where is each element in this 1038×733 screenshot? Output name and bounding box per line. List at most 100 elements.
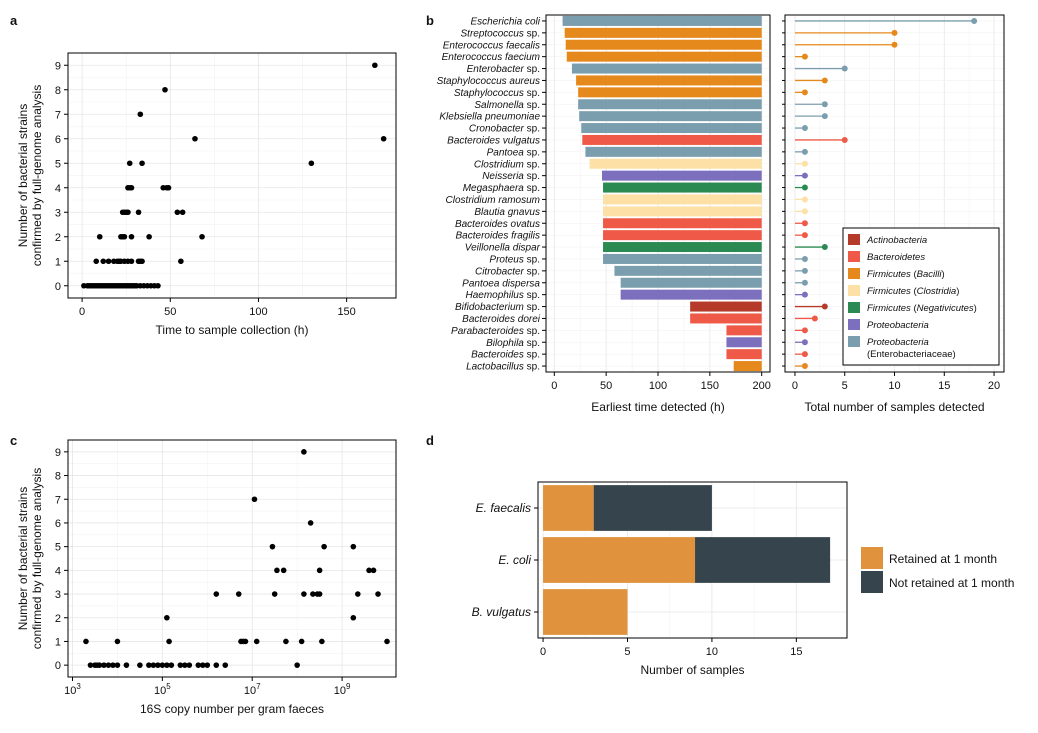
data-point [199, 233, 205, 240]
species-name-italic: Klebsiella pneumoniae [439, 112, 540, 123]
legend-entry: Proteobacteria [867, 320, 929, 331]
data-point [308, 160, 315, 167]
legend-swatch [848, 234, 860, 245]
species-name-suffix: sp. [524, 124, 540, 135]
x-tick-label: 0 [540, 646, 546, 658]
species-name-italic: Pantoea dispersa [462, 278, 540, 289]
y-axis-title-line2: confirmed by full-genome analysis [30, 468, 44, 649]
species-name-suffix: sp. [524, 100, 540, 111]
legend-swatch [861, 547, 883, 569]
bar-staphylococcus-sp- [578, 87, 762, 98]
y-tick-label: 8 [55, 85, 61, 97]
bar-enterococcus-faecalis [565, 39, 762, 50]
species-label: Salmonella sp. [474, 100, 540, 111]
bar-bacteroides-dorei [690, 313, 762, 324]
data-point [182, 662, 188, 668]
lollipop-head [801, 339, 808, 346]
x-tick-label: 150 [701, 380, 719, 392]
species-label: Enterococcus faecium [442, 52, 540, 63]
y-tick-label: 3 [55, 589, 61, 601]
species-name-suffix: sp. [524, 350, 540, 361]
species-label: Bacteroides vulgatus [447, 135, 540, 146]
species-name-italic: Salmonella [474, 100, 524, 111]
bar-segment-not-retained-at-1-month [593, 485, 712, 531]
lollipop-head [891, 29, 898, 36]
data-point [105, 662, 112, 668]
x-axis-title: Earliest time detected (h) [591, 400, 724, 414]
legend-swatch [848, 319, 860, 330]
bar-segment-retained-at-1-month [543, 485, 594, 531]
species-label: Haemophilus sp. [466, 290, 541, 301]
species-name-italic: Bacteroides vulgatus [447, 135, 540, 146]
data-point [307, 520, 314, 526]
data-point [139, 258, 145, 265]
x-tick-label: 5 [624, 646, 630, 658]
data-point [269, 543, 276, 550]
lollipop-head [801, 267, 808, 274]
species-label: Clostridium ramosum [446, 195, 540, 206]
lollipop-head [801, 196, 808, 203]
species-name-italic: Pantoea [487, 147, 525, 158]
bar-clostridium-ramosum [603, 194, 762, 205]
x-tick-label: 0 [79, 306, 85, 318]
legend-text: Proteobacteria [867, 320, 929, 331]
x-tick-label: 10 [706, 646, 718, 658]
data-point [135, 209, 142, 216]
data-point [204, 662, 211, 668]
species-label: Bacteroides dorei [462, 314, 541, 325]
data-point [168, 662, 175, 668]
species-label: Bifidobacterium sp. [455, 302, 540, 313]
species-name-italic: Blautia gnavus [474, 207, 540, 218]
data-point [242, 638, 249, 645]
legend-box [842, 227, 1000, 366]
data-point [96, 662, 103, 668]
legend-entry: Firmicutes (Clostridia) [867, 286, 959, 297]
species-name-italic: Cronobacter [469, 124, 525, 135]
y-tick-label: 6 [55, 134, 61, 146]
species-label: Klebsiella pneumoniae [439, 112, 540, 123]
y-axis-title-line1: Number of bacterial strains [16, 487, 30, 630]
species-label: Parabacteroides sp. [451, 326, 540, 337]
data-point [310, 591, 316, 597]
data-point [83, 638, 89, 645]
data-point [380, 135, 387, 142]
data-point [150, 662, 157, 668]
species-label: Enterobacter sp. [467, 64, 540, 75]
species-name-italic: Escherichia coli [471, 16, 541, 27]
y-tick-label: 0 [55, 281, 61, 293]
legend-text: Firmicutes [867, 269, 911, 280]
species-label: Bilophila sp. [486, 338, 540, 349]
data-point [271, 591, 278, 597]
x-tick-label: 150 [337, 306, 355, 318]
legend-label: Not retained at 1 month [889, 576, 1014, 590]
data-point [126, 160, 133, 167]
legend-entry: Bacteroidetes [867, 252, 925, 263]
y-tick-label: 5 [55, 542, 61, 554]
data-point [375, 591, 381, 597]
data-point [87, 662, 94, 668]
species-label: Staphylococcus sp. [454, 88, 540, 99]
species-label: Staphylococcus aureus [437, 76, 540, 87]
x-tick-label: 107 [244, 682, 261, 697]
lollipop-head [801, 160, 808, 167]
legend-text: ( [911, 303, 918, 314]
bar-proteus-sp- [603, 253, 762, 264]
category-label: E. faecalis [476, 501, 531, 515]
lollipop-head [821, 244, 828, 251]
data-point [114, 638, 121, 645]
bar-cronobacter-sp- [581, 123, 762, 134]
bar-pantoea-sp- [585, 146, 762, 157]
legend-text: ) [956, 286, 959, 297]
y-tick-label: 5 [55, 158, 61, 170]
species-label: Escherichia coli [471, 16, 541, 27]
y-tick-label: 1 [55, 636, 61, 648]
data-point [366, 567, 372, 574]
species-name-italic: Parabacteroides [451, 326, 524, 337]
species-label: Neisseria sp. [482, 171, 540, 182]
legend-text: Bacteroidetes [867, 252, 925, 263]
lollipop-head [801, 220, 808, 227]
legend-swatch [848, 251, 860, 262]
y-tick-label: 0 [55, 660, 61, 672]
data-point [93, 258, 100, 265]
legend-entry: Firmicutes (Bacilli) [867, 269, 945, 280]
